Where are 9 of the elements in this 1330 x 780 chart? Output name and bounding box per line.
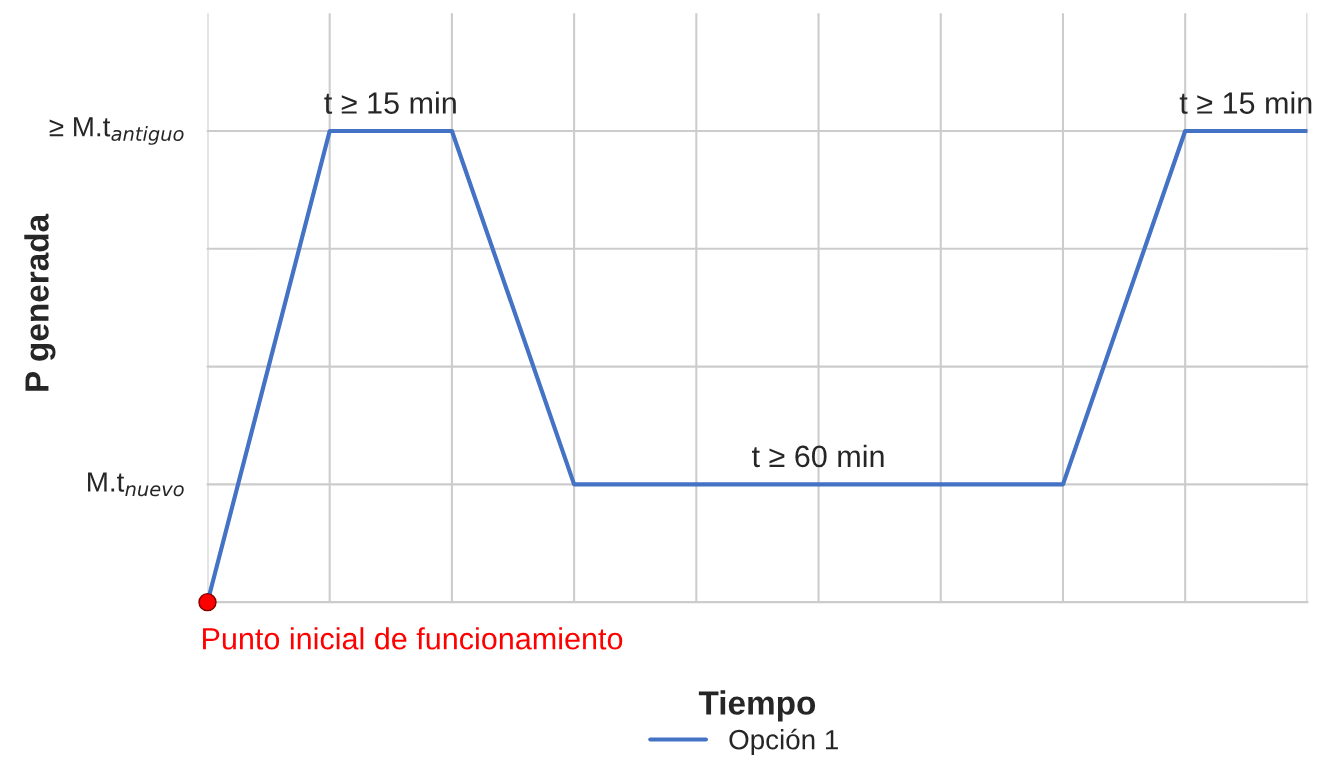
ref-line-label: ≥ M.t$_{antiguo}$ (49, 117, 184, 145)
y-axis-title: P generada (24, 213, 56, 391)
text: Punto inicial de funcionamiento (203, 627, 623, 650)
x-axis-title: Tiempo (698, 690, 816, 722)
annotation: t ≥ 15 min (324, 91, 456, 114)
annotation: t ≥ 15 min (1179, 91, 1312, 114)
ref-line-label: M.t$_{nuevo}$ (88, 472, 184, 497)
legend-label: Opción 1 (729, 728, 838, 755)
annotation: t ≥ 60 min (752, 444, 884, 468)
